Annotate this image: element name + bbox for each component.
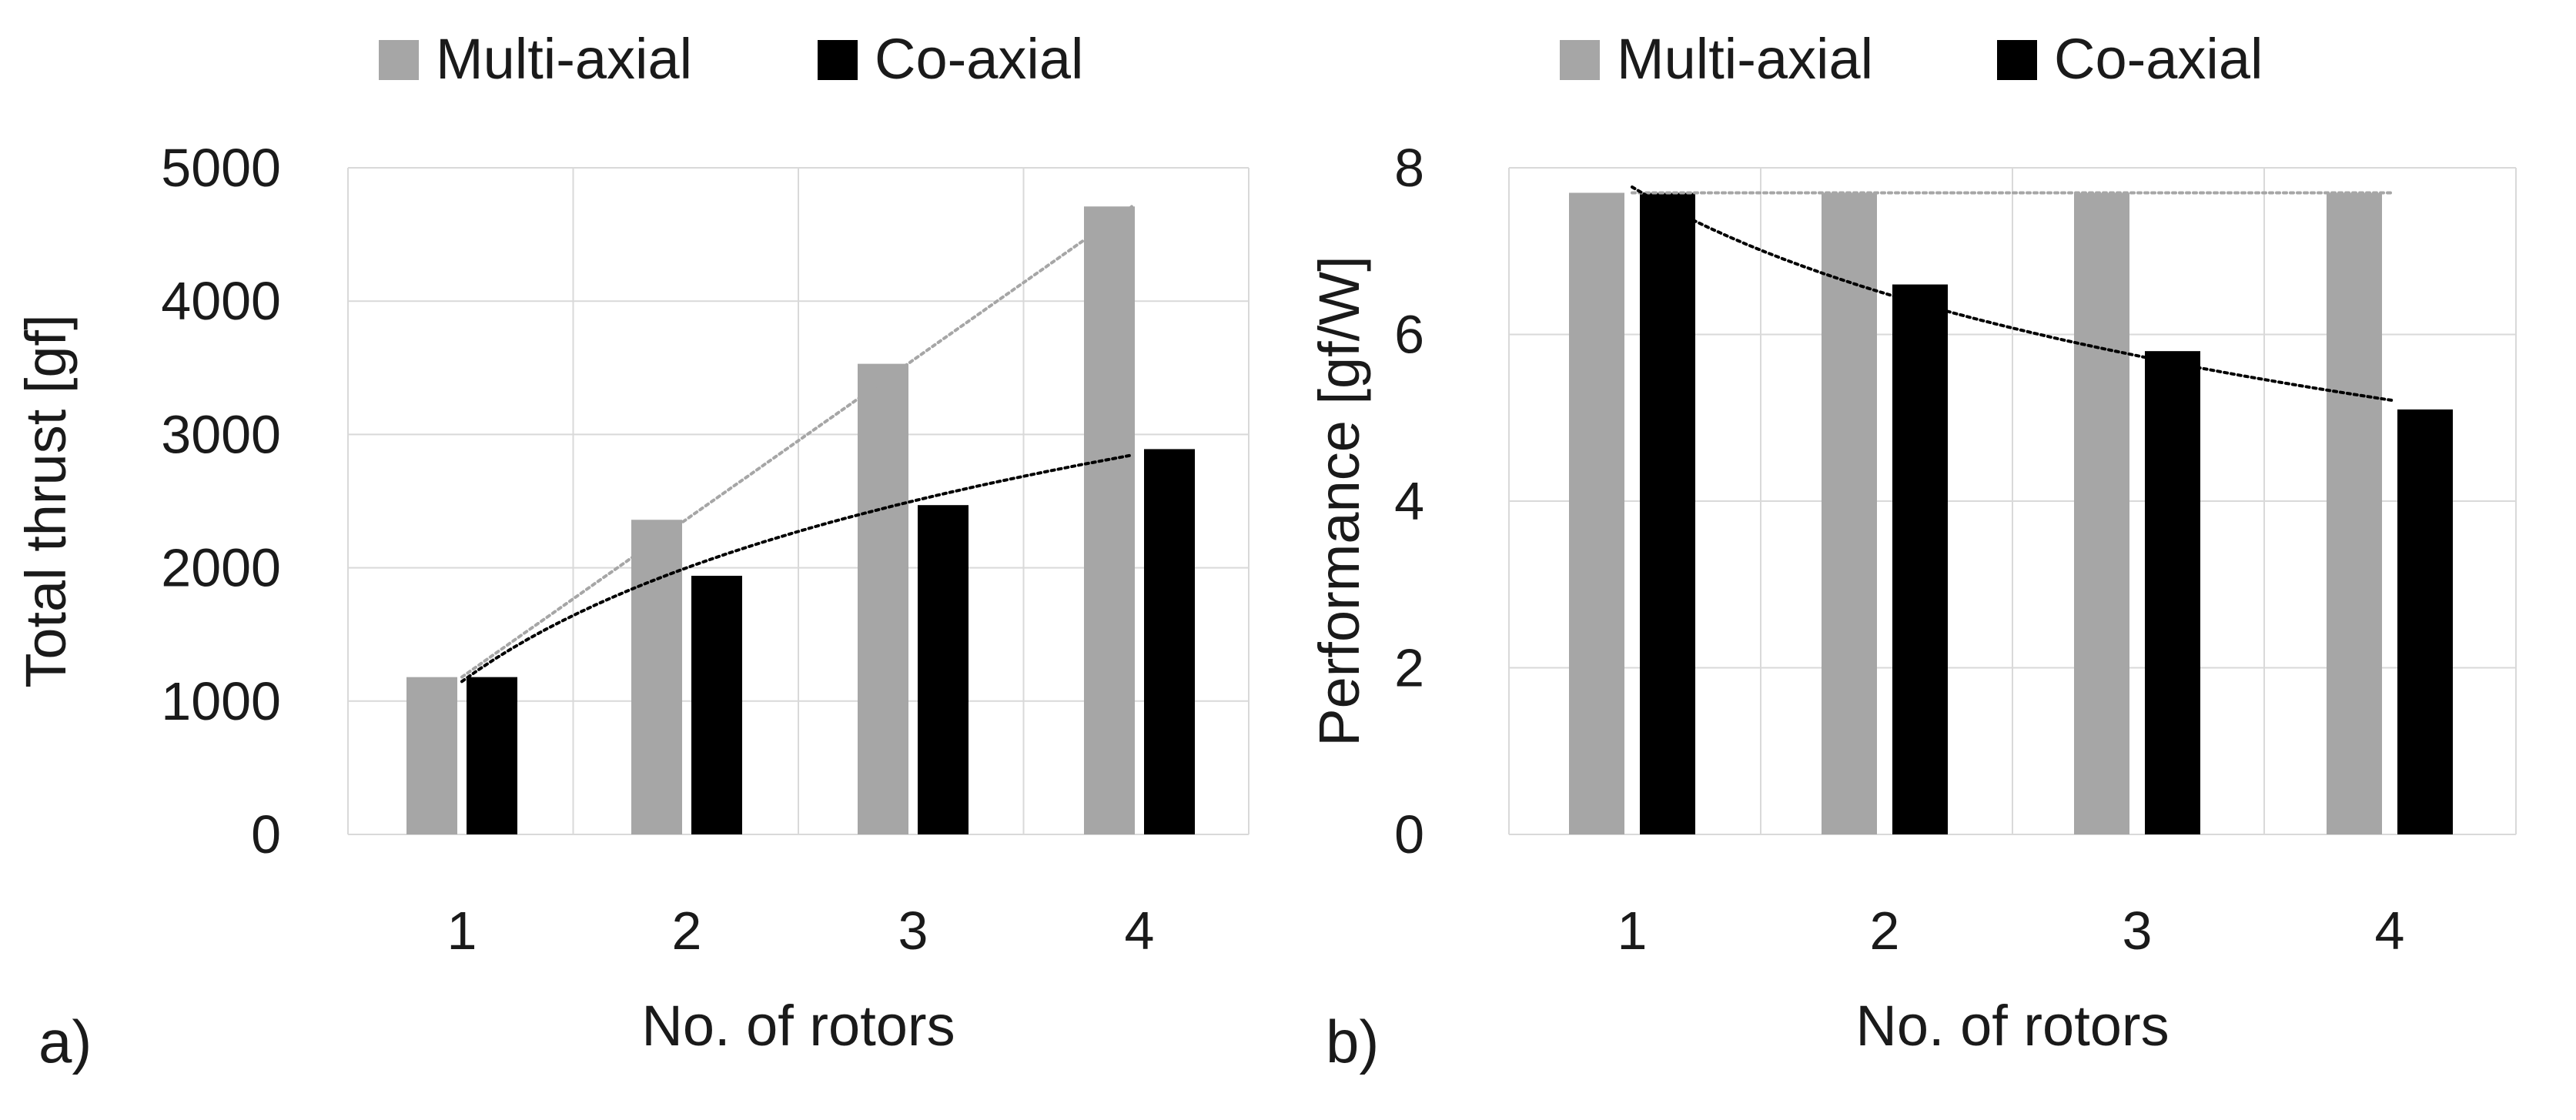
legend-label-co-axial: Co-axial (875, 27, 1083, 91)
legend-swatch-multi-axial (1560, 40, 1600, 80)
legend-label-multi-axial: Multi-axial (436, 27, 692, 91)
y-tick-label: 3000 (161, 404, 281, 464)
y-tick-label: 4000 (161, 271, 281, 331)
panel-label: a) (38, 1008, 92, 1075)
bar-multi-axial-1 (1569, 192, 1624, 835)
legend-swatch-multi-axial (379, 40, 419, 80)
x-tick-label: 2 (1870, 901, 1900, 961)
y-axis-title: Total thrust [gf] (14, 314, 78, 687)
chart-a: 0 1000 2000 3000 4000 5000 1 2 3 4 No. of rotors To… (14, 27, 1250, 1075)
bar-multi-axial-3 (858, 363, 908, 834)
y-tick-label: 1000 (161, 671, 281, 731)
bar-multi-axial-1 (406, 677, 457, 834)
bar-co-axial-1 (467, 677, 517, 834)
x-tick-label: 2 (672, 901, 702, 961)
y-tick-label: 5000 (161, 138, 281, 198)
trendline-multi-axial (460, 205, 1133, 679)
bar-co-axial-3 (2145, 351, 2200, 834)
y-tick-label: 0 (1394, 804, 1424, 864)
legend-swatch-co-axial (1997, 40, 2037, 80)
bar-multi-axial-2 (631, 520, 682, 834)
chart-b: 0 2 4 6 8 1 2 3 4 No. of rotors Performance [gf/W]… (1307, 27, 2517, 1075)
x-tick-label: 3 (898, 901, 928, 961)
y-axis-title: Performance [gf/W] (1307, 256, 1371, 746)
x-tick-label: 4 (1125, 901, 1155, 961)
y-tick-label: 0 (251, 804, 281, 864)
bar-multi-axial-4 (1084, 206, 1135, 834)
bar-co-axial-2 (691, 575, 742, 834)
x-tick-label: 4 (2375, 901, 2405, 961)
x-axis-title: No. of rotors (1855, 994, 2169, 1058)
trendline-co-axial (1631, 186, 2396, 403)
legend-label-multi-axial: Multi-axial (1617, 27, 1873, 91)
y-tick-label: 4 (1394, 471, 1424, 531)
legend-label-co-axial: Co-axial (2054, 27, 2263, 91)
panel-label: b) (1326, 1008, 1379, 1075)
bar-co-axial-2 (1892, 284, 1948, 834)
x-axis-title: No. of rotors (641, 994, 955, 1058)
bar-multi-axial-3 (2074, 192, 2129, 835)
bar-multi-axial-4 (2327, 192, 2382, 835)
y-tick-label: 2 (1394, 638, 1424, 698)
trendline-co-axial (460, 453, 1133, 684)
bar-co-axial-4 (2397, 409, 2453, 834)
bar-co-axial-1 (1640, 192, 1695, 835)
legend-swatch-co-axial (818, 40, 858, 80)
y-tick-label: 6 (1394, 305, 1424, 365)
x-tick-label: 1 (1618, 901, 1648, 961)
y-tick-label: 2000 (161, 538, 281, 598)
bar-co-axial-3 (918, 505, 969, 834)
x-tick-label: 1 (447, 901, 477, 961)
bar-co-axial-4 (1144, 449, 1195, 834)
x-tick-label: 3 (2123, 901, 2153, 961)
y-tick-label: 8 (1394, 138, 1424, 198)
bar-multi-axial-2 (1822, 192, 1877, 835)
